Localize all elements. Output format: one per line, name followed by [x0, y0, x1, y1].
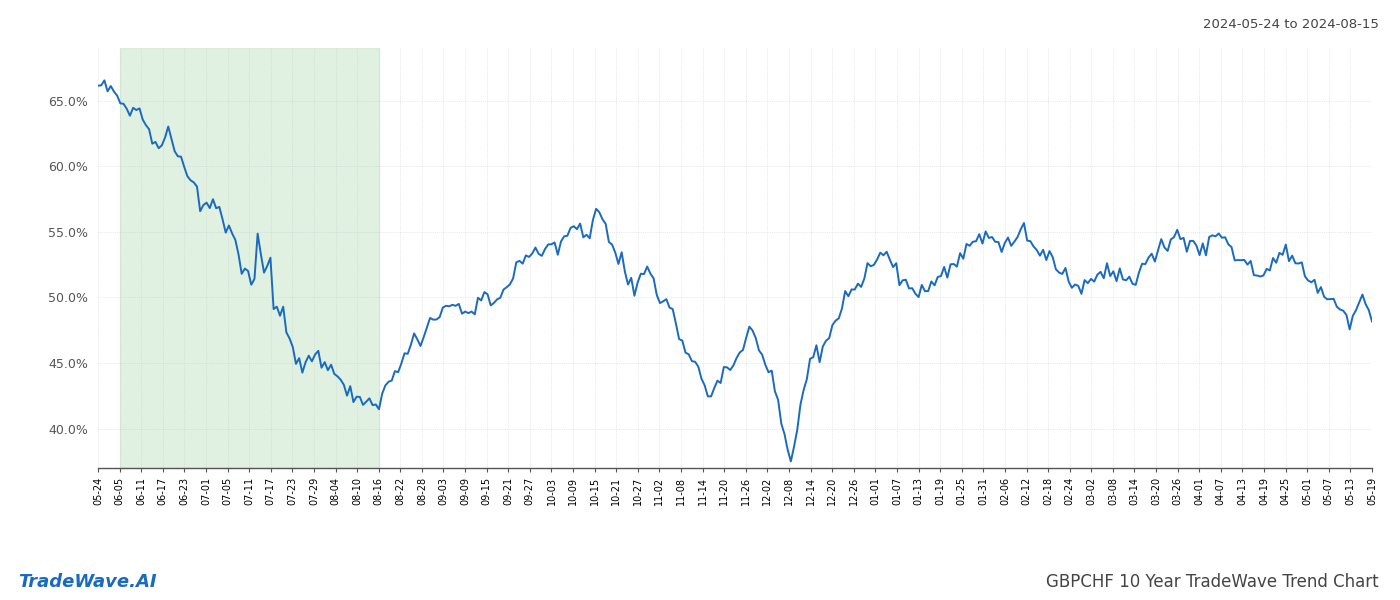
- Text: GBPCHF 10 Year TradeWave Trend Chart: GBPCHF 10 Year TradeWave Trend Chart: [1046, 573, 1379, 591]
- Text: TradeWave.AI: TradeWave.AI: [18, 573, 157, 591]
- Bar: [119, 48, 379, 468]
- Text: 2024-05-24 to 2024-08-15: 2024-05-24 to 2024-08-15: [1203, 18, 1379, 31]
